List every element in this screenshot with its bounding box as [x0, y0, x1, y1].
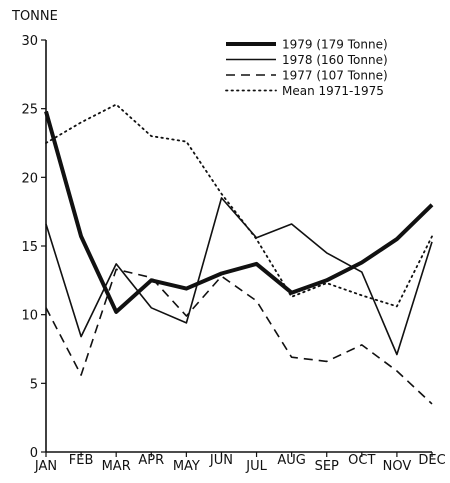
- y-axis-ticks: 0 5 10 15 20 25 30: [21, 34, 46, 461]
- x-tick-label: AUG: [277, 453, 305, 468]
- y-tick-label: 15: [21, 240, 38, 255]
- axes: [45, 40, 432, 453]
- x-tick-label: APR: [138, 453, 164, 468]
- y-tick-label: 30: [21, 34, 38, 49]
- x-tick-label: JUL: [245, 459, 267, 474]
- x-tick-label: MAY: [173, 459, 200, 474]
- y-tick-label: 10: [21, 309, 38, 324]
- legend-label-3: 1977 (107 Tonne): [282, 69, 388, 83]
- x-tick-label: OCT: [348, 453, 375, 468]
- legend-label-4: Mean 1971-1975: [282, 84, 384, 98]
- x-tick-label: NOV: [383, 459, 412, 474]
- x-tick-label: MAR: [102, 459, 131, 474]
- y-tick-label: 5: [30, 377, 38, 392]
- x-axis-ticks: JAN FEB MAR APR MAY JUN JUL AUG SEP OCT NOV DEC: [34, 452, 446, 474]
- x-tick-label: SEP: [315, 459, 339, 474]
- series-line-2: [45, 197, 433, 356]
- series-line-1: [44, 110, 434, 314]
- x-tick-label: JAN: [34, 459, 57, 474]
- series-line-3: [45, 268, 433, 405]
- legend: 1979 (179 Tonne)1978 (160 Tonne) 1977 (10…: [225, 38, 388, 98]
- y-tick-label: 25: [21, 103, 38, 118]
- y-tick-label: 20: [21, 171, 38, 186]
- legend-label-1: 1979 (179 Tonne): [282, 38, 388, 52]
- y-axis-title: TONNE: [11, 9, 58, 24]
- y-tick-label: 0: [30, 446, 38, 461]
- x-tick-label: DEC: [418, 453, 445, 468]
- x-tick-label: FEB: [69, 453, 94, 468]
- legend-label-2: 1978 (160 Tonne): [282, 53, 388, 67]
- x-tick-label: JUN: [209, 453, 233, 468]
- series-lines: [44, 103, 434, 405]
- series-line-4: [45, 103, 433, 308]
